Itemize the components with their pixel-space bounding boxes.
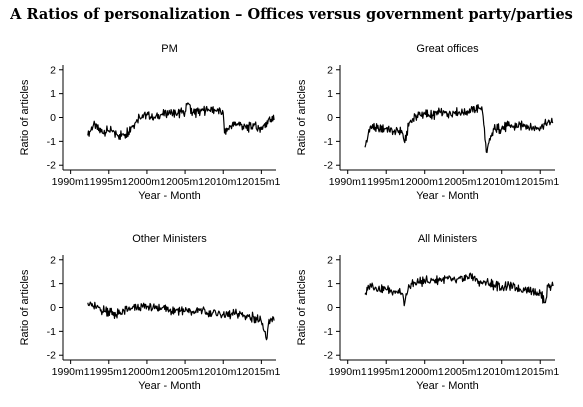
y-tick-label: 1: [50, 88, 56, 100]
y-tick-label: -1: [324, 326, 333, 338]
y-tick-label: -1: [47, 136, 56, 148]
x-tick-label: 2005m1: [166, 176, 204, 188]
panel-title: PM: [161, 43, 178, 55]
series-line: [87, 301, 275, 341]
x-axis-label: Year - Month: [416, 380, 479, 392]
x-axis-label: Year - Month: [138, 190, 201, 202]
x-tick-label: 1990m1: [329, 366, 367, 378]
y-tick-label: -2: [324, 160, 333, 172]
x-axis-label: Year - Month: [416, 190, 479, 202]
y-tick-label: 0: [327, 302, 333, 314]
x-tick-label: 1990m1: [329, 176, 367, 188]
x-tick-label: 2015m1: [521, 366, 559, 378]
x-tick-label: 2010m1: [204, 366, 242, 378]
x-tick-label: 2005m1: [444, 366, 482, 378]
y-tick-label: -1: [324, 136, 333, 148]
x-tick-label: 2015m1: [242, 366, 280, 378]
y-tick-label: -2: [324, 350, 333, 362]
y-tick-label: 2: [327, 64, 333, 76]
y-axis-label: Ratio of articles: [19, 269, 31, 345]
y-tick-label: -2: [47, 350, 56, 362]
x-tick-label: 2005m1: [444, 176, 482, 188]
x-tick-label: 2010m1: [483, 176, 521, 188]
y-tick-label: -2: [47, 160, 56, 172]
x-tick-label: 2010m1: [483, 366, 521, 378]
y-tick-label: 1: [327, 278, 333, 290]
x-tick-label: 2005m1: [166, 366, 204, 378]
y-axis-label: Ratio of articles: [19, 79, 31, 155]
y-tick-label: 1: [50, 278, 56, 290]
y-tick-label: 0: [50, 112, 56, 124]
x-tick-label: 1995m1: [367, 176, 405, 188]
y-axis-label: Ratio of articles: [296, 79, 308, 155]
x-tick-label: 1990m1: [52, 176, 90, 188]
x-tick-label: 1995m1: [367, 366, 405, 378]
series-line: [87, 102, 275, 140]
x-tick-label: 2010m1: [204, 176, 242, 188]
x-tick-label: 1990m1: [52, 366, 90, 378]
y-tick-label: 2: [50, 64, 56, 76]
y-axis-label: Ratio of articles: [296, 269, 308, 345]
series-line: [364, 104, 554, 154]
series-line: [364, 272, 554, 307]
y-tick-label: 0: [50, 302, 56, 314]
x-tick-label: 2015m1: [521, 176, 559, 188]
panel-title: Other Ministers: [132, 233, 207, 245]
x-tick-label: 2000m1: [406, 366, 444, 378]
x-tick-label: 1995m1: [90, 176, 128, 188]
panel-title: All Ministers: [418, 233, 478, 245]
y-tick-label: 2: [327, 254, 333, 266]
panel-title: Great offices: [416, 43, 479, 55]
x-tick-label: 2000m1: [128, 366, 166, 378]
x-tick-label: 2015m1: [242, 176, 280, 188]
x-tick-label: 2000m1: [406, 176, 444, 188]
x-tick-label: 1995m1: [90, 366, 128, 378]
y-tick-label: -1: [47, 326, 56, 338]
x-axis-label: Year - Month: [138, 380, 201, 392]
x-tick-label: 2000m1: [128, 176, 166, 188]
y-tick-label: 0: [327, 112, 333, 124]
y-tick-label: 2: [50, 254, 56, 266]
figure-title: A Ratios of personalization – Offices ve…: [10, 6, 573, 23]
y-tick-label: 1: [327, 88, 333, 100]
